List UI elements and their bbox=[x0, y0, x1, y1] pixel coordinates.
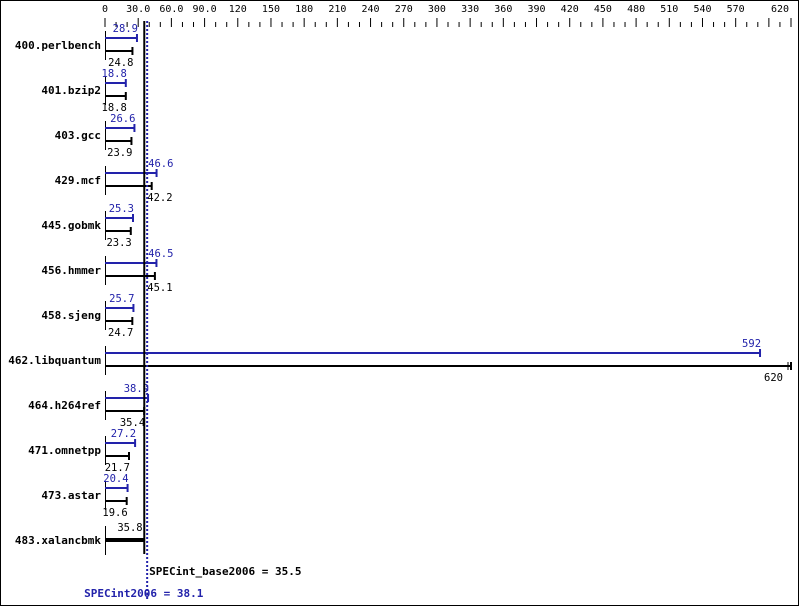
base-value-label: 19.6 bbox=[102, 507, 127, 519]
x-tick-label: 510 bbox=[660, 4, 678, 15]
benchmark-label: 462.libquantum bbox=[8, 354, 101, 367]
base-value-label: 24.7 bbox=[108, 327, 133, 339]
peak-value-label: 592 bbox=[742, 338, 761, 350]
base-value-label: 620 bbox=[764, 372, 783, 384]
benchmark-label: 429.mcf bbox=[55, 174, 101, 187]
x-tick-label: 570 bbox=[727, 4, 745, 15]
peak-value-label: 46.5 bbox=[148, 248, 173, 260]
base-value-label: 35.8 bbox=[117, 522, 142, 534]
x-tick-label: 30.0 bbox=[126, 4, 150, 15]
peak-value-label: 25.3 bbox=[109, 203, 134, 215]
x-tick-label: 620 bbox=[771, 4, 789, 15]
peak-mean-label: SPECint2006 = 38.1 bbox=[84, 587, 204, 600]
base-value-label: 21.7 bbox=[105, 462, 130, 474]
base-mean-label: SPECint_base2006 = 35.5 bbox=[149, 565, 301, 578]
peak-value-label: 26.6 bbox=[110, 113, 135, 125]
benchmark-label: 401.bzip2 bbox=[41, 84, 101, 97]
base-value-label: 18.8 bbox=[102, 102, 127, 114]
x-tick-label: 180 bbox=[295, 4, 313, 15]
benchmark-label: 400.perlbench bbox=[15, 39, 101, 52]
x-tick-label: 270 bbox=[395, 4, 413, 15]
peak-value-label: 46.6 bbox=[148, 158, 173, 170]
x-tick-label: 240 bbox=[362, 4, 380, 15]
x-tick-label: 120 bbox=[229, 4, 247, 15]
x-tick-label: 420 bbox=[561, 4, 579, 15]
peak-value-label: 25.7 bbox=[109, 293, 134, 305]
benchmark-label: 471.omnetpp bbox=[28, 444, 101, 457]
base-value-label: 35.4 bbox=[120, 417, 145, 429]
benchmark-label: 445.gobmk bbox=[41, 219, 101, 232]
benchmark-label: 473.astar bbox=[41, 489, 101, 502]
benchmark-label: 483.xalancbmk bbox=[15, 534, 101, 547]
x-tick-label: 300 bbox=[428, 4, 446, 15]
base-value-label: 23.3 bbox=[106, 237, 131, 249]
peak-value-label: 20.4 bbox=[103, 473, 128, 485]
x-tick-label: 450 bbox=[594, 4, 612, 15]
base-value-label: 42.2 bbox=[147, 192, 172, 204]
peak-value-label: 27.2 bbox=[111, 428, 136, 440]
peak-value-label: 38.9 bbox=[124, 383, 149, 395]
x-tick-label: 330 bbox=[461, 4, 479, 15]
benchmark-label: 464.h264ref bbox=[28, 399, 101, 412]
x-tick-label: 60.0 bbox=[159, 4, 183, 15]
benchmark-label: 458.sjeng bbox=[41, 309, 101, 322]
benchmark-label: 456.hmmer bbox=[41, 264, 101, 277]
x-tick-label: 540 bbox=[693, 4, 711, 15]
x-tick-label: 360 bbox=[494, 4, 512, 15]
base-value-label: 45.1 bbox=[147, 282, 172, 294]
base-value-label: 24.8 bbox=[108, 57, 133, 69]
x-tick-label: 150 bbox=[262, 4, 280, 15]
x-tick-label: 90.0 bbox=[193, 4, 217, 15]
peak-value-label: 28.9 bbox=[113, 23, 138, 35]
x-tick-label: 480 bbox=[627, 4, 645, 15]
x-tick-label: 210 bbox=[328, 4, 346, 15]
x-tick-label: 0 bbox=[102, 4, 108, 15]
benchmark-label: 403.gcc bbox=[55, 129, 101, 142]
x-tick-label: 390 bbox=[527, 4, 545, 15]
peak-value-label: 18.8 bbox=[102, 68, 127, 80]
base-value-label: 23.9 bbox=[107, 147, 132, 159]
